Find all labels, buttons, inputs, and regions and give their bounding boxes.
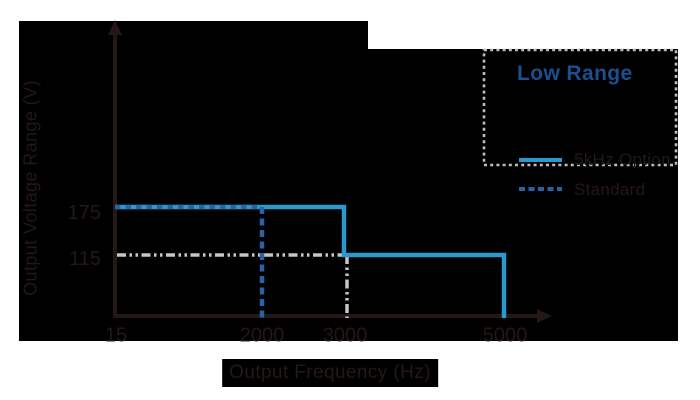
x-tick-3000: 3000 [322, 324, 368, 347]
legend-item-standard: Standard [574, 180, 646, 199]
legend-box: Low Range 5kHz Option Standard [484, 50, 676, 199]
chart-panel-background [19, 21, 368, 341]
x-tick-2000: 2000 [239, 324, 285, 347]
legend-dashed-line-icon [519, 187, 562, 191]
legend-item-5khz-option: 5kHz Option [574, 150, 671, 169]
legend-title: Low Range [517, 62, 633, 85]
x-tick-5000: 5000 [482, 324, 528, 347]
x-axis-arrow-icon [537, 309, 552, 323]
legend-solid-line-icon [519, 158, 562, 162]
y-axis-title: Output Voltage Range (V) [20, 80, 41, 296]
y-tick-115: 115 [69, 248, 101, 270]
legend-panel-background [368, 49, 678, 341]
y-axis-arrow-icon [108, 20, 122, 35]
x-axis-title: Output Frequency (Hz) [222, 359, 438, 387]
x-tick-15: 15 [104, 324, 128, 347]
y-tick-175: 175 [67, 202, 101, 224]
series-5khz-option-line [115, 204, 507, 318]
legend-border [482, 48, 678, 167]
